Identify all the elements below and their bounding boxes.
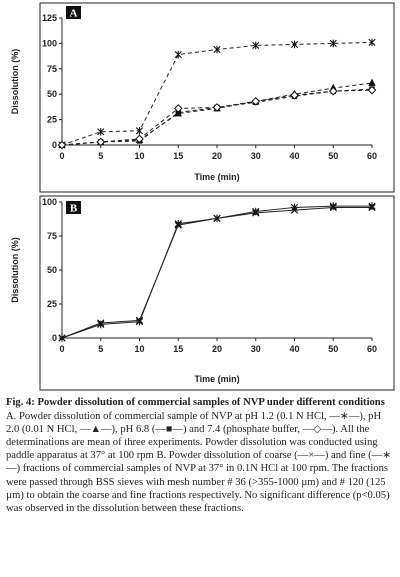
chart-panel-A: 0 25 50 75 100 125 0 5 10 15 20 30 40 50 60 Time (min) D… [10,2,395,193]
caption-title: Fig. 4: Powder dissolution of commercial… [6,397,385,408]
data-point [251,97,261,106]
x-tick-label: 60 [367,151,377,161]
data-point [252,207,260,216]
figure-caption: Fig. 4: Powder dissolution of commercial… [6,396,394,515]
x-tick-label: 50 [328,151,338,161]
x-tick-label: 30 [251,151,261,161]
x-tick-label: 15 [173,344,183,354]
x-tick-label: 15 [173,151,183,161]
series-4 [57,85,377,150]
x-tick-label: 50 [328,344,338,354]
data-point [367,85,377,95]
panel-tag-label: A [70,8,78,20]
x-tick-label: 5 [98,344,103,354]
series-1 [58,38,376,149]
data-point [135,134,144,144]
x-tick-label: 0 [59,344,64,354]
x-tick-label: 10 [134,151,144,161]
data-point [212,103,222,112]
x-axis-title: Time (min) [194,172,239,182]
y-tick-label: 125 [42,13,57,23]
data-point [368,38,376,47]
y-tick-label: 25 [47,115,57,125]
x-tick-label: 60 [367,344,377,354]
caption-body: A. Powder dissolution of commercial samp… [6,411,392,514]
data-point [290,40,299,49]
data-point [290,203,299,212]
data-point [58,334,66,342]
data-point [135,126,144,135]
data-point [213,45,221,54]
x-axis-title: Time (min) [194,374,239,384]
x-tick-label: 20 [212,151,222,161]
data-point [97,127,105,136]
data-point [368,202,376,210]
y-tick-label: 0 [52,333,57,343]
series-2 [58,202,376,342]
x-tick-label: 5 [98,151,103,161]
y-tick-label: 75 [47,231,57,241]
data-point [329,39,337,48]
x-tick-label: 40 [289,151,299,161]
data-point [174,50,182,59]
chart-panel-B: 0 25 50 75 100 0 5 10 15 20 30 40 50 60 Time (min) Diss… [10,195,395,391]
y-tick-label: 100 [42,197,57,207]
y-tick-label: 50 [47,265,57,275]
data-point [213,214,221,223]
y-tick-label: 50 [47,89,57,99]
data-point [173,104,183,113]
data-point [97,320,105,329]
y-axis-title: Dissolution (%) [10,237,20,303]
x-tick-label: 0 [59,151,64,161]
data-point [329,202,337,210]
x-tick-label: 20 [212,344,222,354]
data-point [135,317,144,326]
data-point [174,219,182,228]
panel-frame [39,195,395,391]
x-tick-label: 30 [251,344,261,354]
y-axis-title: Dissolution (%) [10,49,20,115]
y-tick-label: 75 [47,64,57,74]
data-point [96,137,106,147]
data-point [252,41,260,50]
panel-tag-box [66,201,81,214]
panel-frame [39,2,395,193]
y-tick-label: 25 [47,299,57,309]
data-point [57,140,67,150]
data-point [290,90,299,100]
y-tick-label: 0 [52,140,57,150]
series-line [61,89,373,146]
data-point [368,78,376,86]
panel-tag-label: B [70,203,78,215]
y-tick-label: 100 [42,38,57,48]
x-tick-label: 40 [289,344,299,354]
x-tick-label: 10 [134,344,144,354]
data-point [328,86,338,96]
panel-tag-box [66,6,81,19]
